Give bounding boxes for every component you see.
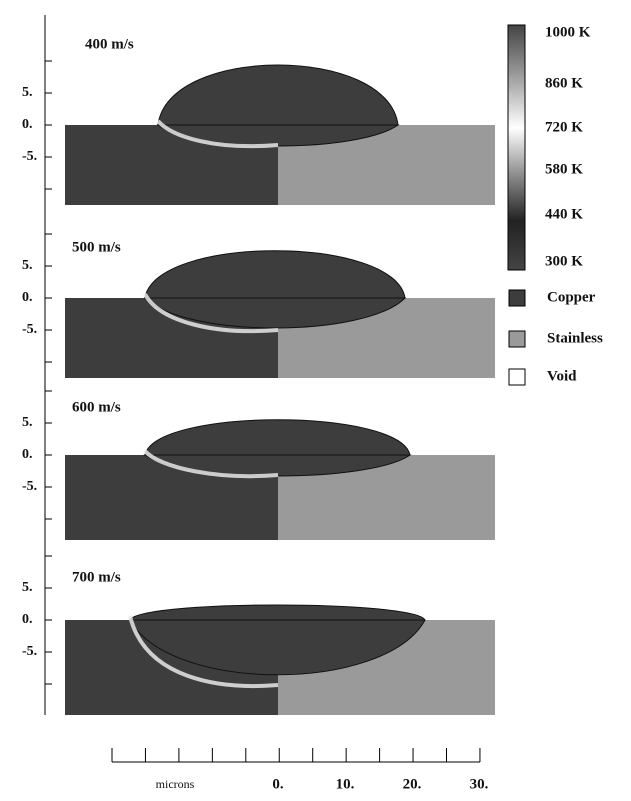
x-tick-label: 10. [336, 776, 355, 792]
legend-swatch [508, 289, 526, 307]
colorbar-label: 580 K [545, 161, 583, 177]
colorbar [507, 24, 526, 271]
panel-label: 500 m/s [72, 239, 121, 255]
y-tick-label: 5. [22, 85, 33, 100]
legend-label: Copper [547, 289, 596, 305]
legend-swatch [508, 330, 526, 348]
y-tick-label: 0. [22, 612, 33, 627]
projectile [157, 64, 399, 126]
heated-band [143, 292, 279, 334]
panel-label: 700 m/s [72, 569, 121, 585]
heated-band [128, 615, 279, 689]
panel-label: 600 m/s [72, 399, 121, 415]
x-axis-label: microns [156, 777, 195, 791]
colorbar-label: 860 K [545, 75, 583, 91]
y-tick-label: 5. [22, 580, 33, 595]
y-tick-label: -5. [22, 322, 37, 337]
colorbar-label: 1000 K [545, 24, 591, 40]
legend-label: Void [547, 368, 577, 384]
projectile [129, 604, 426, 621]
y-tick-label: -5. [22, 479, 37, 494]
y-tick-label: 5. [22, 415, 33, 430]
colorbar-label: 300 K [545, 253, 583, 269]
heated-band [156, 119, 279, 149]
crater [129, 619, 426, 676]
projectile [144, 419, 411, 456]
heated-band [143, 449, 279, 479]
y-tick-label: 5. [22, 258, 33, 273]
x-tick-label: 20. [403, 776, 422, 792]
y-tick-label: 0. [22, 447, 33, 462]
legend-swatch [508, 368, 526, 386]
panel-label: 400 m/s [85, 36, 134, 52]
y-tick-label: 0. [22, 117, 33, 132]
y-tick-label: 0. [22, 290, 33, 305]
x-tick-label: 0. [272, 776, 284, 792]
colorbar-label: 440 K [545, 206, 583, 222]
legend-label: Stainless [547, 330, 603, 346]
projectile [144, 250, 406, 299]
y-tick-label: -5. [22, 644, 37, 659]
colorbar-label: 720 K [545, 119, 583, 135]
x-tick-label: 30. [470, 776, 489, 792]
crater [143, 297, 407, 329]
y-tick-label: -5. [22, 149, 37, 164]
